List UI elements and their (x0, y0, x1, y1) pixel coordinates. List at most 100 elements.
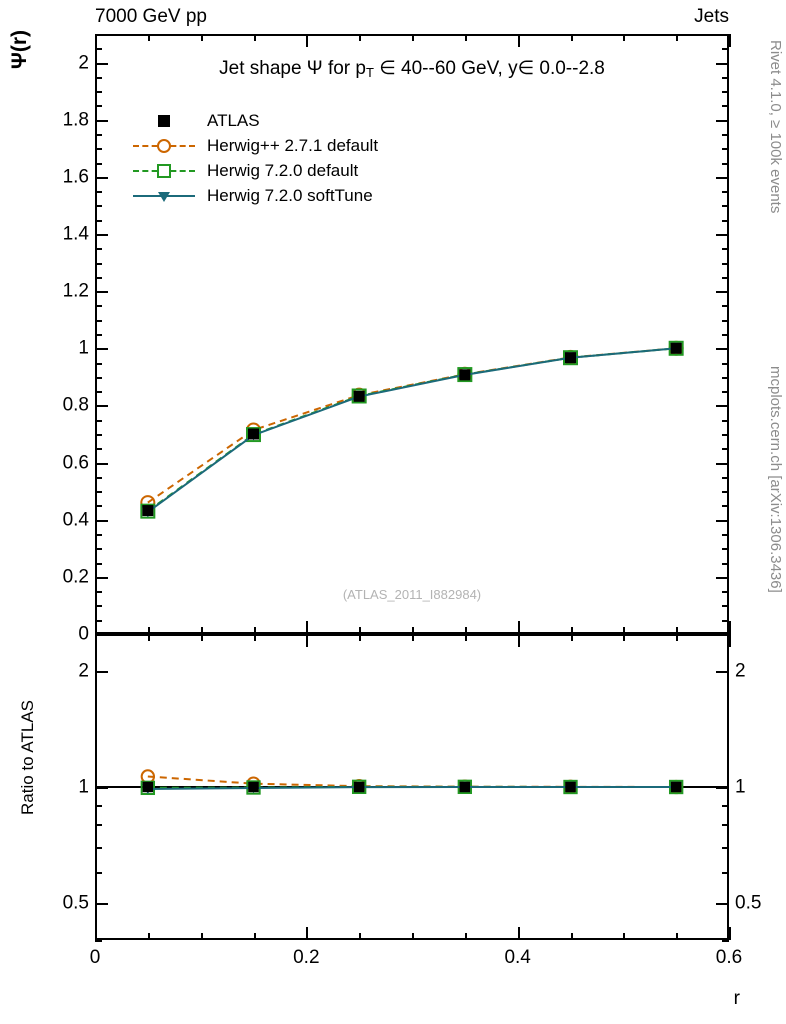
tick-mark (722, 591, 729, 593)
header-category-label: Jets (694, 6, 729, 27)
tick-mark (716, 671, 729, 673)
tick-mark (95, 134, 102, 136)
ratio-y-tick-labels-left: 0.5 1 2 (15, 0, 89, 1024)
tick-mark (201, 627, 203, 634)
tick-mark (95, 263, 102, 265)
tick-mark (412, 634, 414, 641)
y-tick-label: 0.5 (62, 892, 89, 914)
plot-title-pre: Jet shape Ψ for p (219, 58, 366, 79)
tick-mark (716, 463, 729, 465)
legend-entry-atlas: ATLAS (133, 108, 378, 133)
tick-mark (95, 491, 102, 493)
tick-mark (95, 434, 102, 436)
data-point-marker (248, 781, 259, 793)
plot-title-sub: T (365, 65, 374, 80)
tick-mark (722, 205, 729, 207)
tick-mark (465, 634, 467, 641)
tick-mark (518, 927, 520, 940)
tick-mark (95, 334, 102, 336)
tick-mark (95, 671, 108, 673)
tick-mark (95, 105, 102, 107)
legend-label-herwigpp271: Herwig++ 2.7.1 default (207, 135, 379, 155)
tick-mark (95, 391, 102, 393)
tick-mark (95, 305, 102, 307)
tick-mark (148, 34, 150, 41)
tick-mark (722, 148, 729, 150)
y-tick-label: 0.5 (735, 892, 762, 914)
tick-mark (722, 824, 729, 826)
y-tick-label: 0.4 (62, 509, 89, 531)
tick-mark (722, 248, 729, 250)
tick-mark (722, 91, 729, 93)
tick-mark (95, 77, 102, 79)
tick-mark (95, 320, 102, 322)
tick-mark (518, 34, 520, 47)
y-tick-label: 1.6 (62, 166, 89, 188)
tick-mark (722, 77, 729, 79)
tick-mark (571, 634, 573, 641)
legend-label-herwig720-default: Herwig 7.2.0 default (207, 160, 359, 180)
tick-mark (95, 34, 97, 47)
data-point-marker (353, 781, 365, 793)
tick-mark (722, 163, 729, 165)
tick-mark (95, 620, 102, 622)
tick-mark (716, 234, 729, 236)
tick-mark (95, 805, 102, 807)
tick-mark (95, 277, 102, 279)
legend-label-herwig720-softtune: Herwig 7.2.0 softTune (207, 185, 373, 205)
tick-mark (722, 420, 729, 422)
tick-mark (722, 220, 729, 222)
data-point-marker (459, 369, 471, 381)
tick-mark (95, 903, 108, 905)
y-tick-label: 0.8 (62, 394, 89, 416)
tick-mark (465, 34, 467, 41)
tick-mark (254, 933, 256, 940)
y-tick-label: 2 (78, 52, 89, 74)
tick-mark (676, 634, 678, 641)
tick-mark (95, 548, 102, 550)
tick-mark (95, 591, 102, 593)
tick-mark (306, 621, 308, 634)
tick-mark (716, 405, 729, 407)
data-point-marker (246, 427, 261, 443)
series-line-herwig-7-2-0-softtune (147, 347, 677, 513)
tick-mark (254, 34, 256, 41)
tick-mark (412, 933, 414, 940)
y-tick-label: 1.2 (62, 280, 89, 302)
tick-mark (716, 291, 729, 293)
data-point-marker (670, 342, 682, 354)
x-tick-label: 0.6 (715, 947, 743, 968)
tick-mark (623, 34, 625, 41)
tick-mark (95, 605, 102, 607)
legend: ATLAS Herwig++ 2.7.1 default Herwig 7.2.… (133, 108, 378, 208)
tick-mark (722, 191, 729, 193)
tick-mark (676, 627, 678, 634)
tick-mark (148, 634, 150, 641)
data-point-marker (459, 781, 471, 793)
tick-mark (623, 933, 625, 940)
x-axis-label: r (733, 988, 740, 1009)
tick-mark (722, 605, 729, 607)
tick-mark (412, 34, 414, 41)
tick-mark (359, 634, 361, 641)
tick-mark (722, 263, 729, 265)
tick-mark (95, 824, 102, 826)
tick-mark (306, 34, 308, 47)
main-plot-frame (95, 34, 729, 634)
tick-mark (722, 448, 729, 450)
tick-mark (95, 420, 102, 422)
tick-mark (722, 805, 729, 807)
tick-mark (722, 334, 729, 336)
tick-mark (95, 220, 102, 222)
y-tick-label: 2 (78, 660, 89, 682)
tick-mark (716, 120, 729, 122)
tick-mark (722, 134, 729, 136)
plot-title: Jet shape Ψ for pT ∈ 40--60 GeV, y∈ 0.0-… (95, 57, 729, 80)
tick-mark (95, 927, 97, 940)
tick-mark (95, 91, 102, 93)
tick-mark (201, 634, 203, 641)
tick-mark (95, 377, 102, 379)
data-point-marker (565, 781, 576, 793)
tick-mark (95, 48, 102, 50)
series-line-herwig-2-7-1-default (147, 347, 677, 504)
